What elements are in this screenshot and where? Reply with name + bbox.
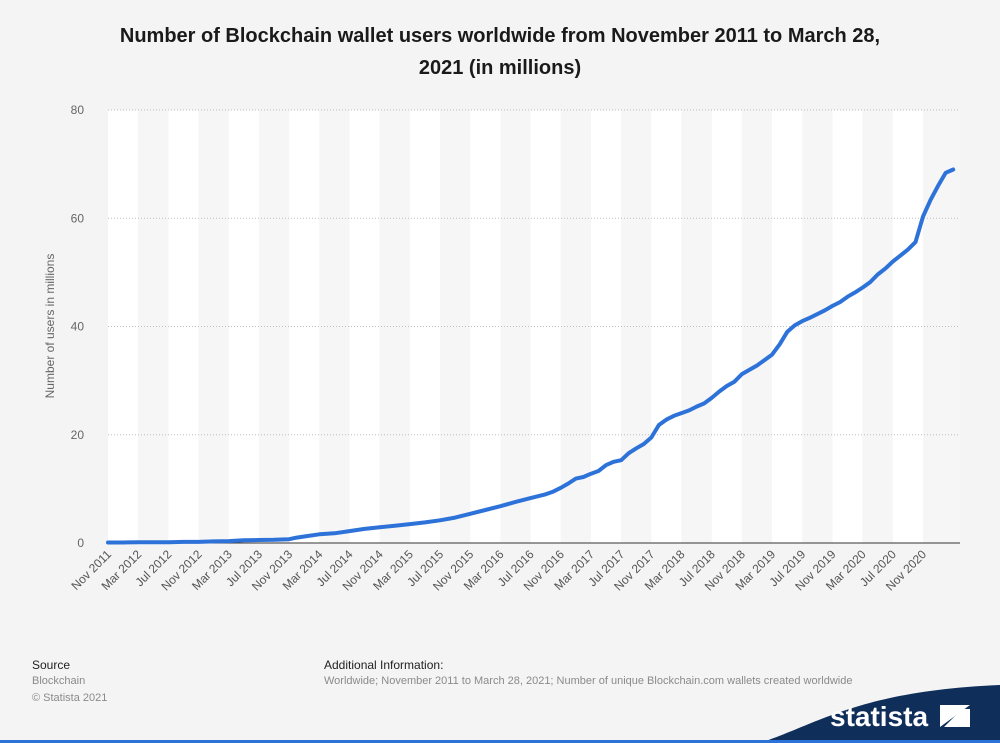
series-line: [106, 167, 956, 545]
y-tick-label: 60: [71, 211, 85, 225]
y-tick-label: 0: [77, 536, 84, 550]
chart-title: Number of Blockchain wallet users worldw…: [119, 25, 881, 79]
statista-logo-text: statista: [830, 701, 928, 732]
statista-logo-icon: [940, 705, 970, 727]
copyright-text: © Statista 2021: [32, 692, 108, 704]
y-tick-label: 40: [71, 320, 85, 334]
y-tick-label: 80: [71, 103, 85, 117]
source-name[interactable]: Blockchain: [32, 675, 86, 687]
statista-brand[interactable]: statista: [700, 683, 1000, 743]
background-band: [802, 110, 833, 543]
background-band: [258, 110, 290, 543]
background-band: [289, 110, 320, 543]
y-axis-label: Number of users in millions: [43, 254, 57, 399]
gridlines: [108, 109, 960, 436]
background-band: [319, 110, 350, 543]
background-band: [530, 110, 561, 543]
y-axis-ticks: 0 20 40 60 80: [71, 103, 85, 550]
y-tick-label: 20: [71, 428, 85, 442]
bottom-accent-line: [0, 740, 1000, 743]
source-label: Source: [32, 658, 71, 672]
additional-info-text: Worldwide; November 2011 to March 28, 20…: [324, 675, 853, 687]
background-band: [772, 110, 803, 543]
additional-info-label: Additional Information:: [324, 658, 444, 672]
